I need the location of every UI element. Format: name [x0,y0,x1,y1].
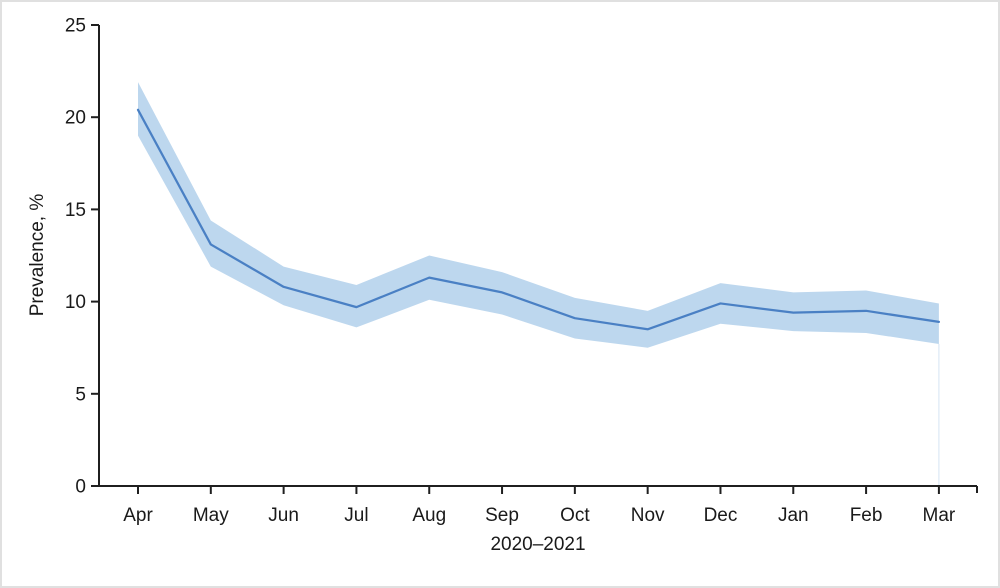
x-axis-month-label: Mar [923,505,956,526]
y-axis-tick-label: 5 [75,384,86,405]
x-axis-month-label: Sep [485,505,519,526]
x-axis-title: 2020–2021 [490,534,586,555]
y-axis-tick-label: 20 [65,108,86,129]
x-axis-month-label: Nov [631,505,665,526]
x-axis-month-label: Apr [123,505,153,526]
y-axis-tick-label: 0 [75,477,86,498]
x-axis-month-label: Dec [704,505,738,526]
x-axis-month-label: May [193,505,229,526]
x-axis-month-label: Oct [560,505,590,526]
x-axis-month-label: Jun [268,505,299,526]
x-axis-month-label: Jan [778,505,809,526]
y-axis-tick-label: 25 [65,16,86,37]
prevalence-line [136,108,941,331]
y-axis-title: Prevalence, % [27,193,48,317]
y-axis-tick-label: 10 [65,292,86,313]
x-axis-month-label: Feb [850,505,883,526]
y-axis-tick-label: 15 [65,200,86,221]
x-axis-month-label: Aug [412,505,446,526]
confidence-band [138,82,939,348]
x-axis-month-label: Jul [344,505,368,526]
